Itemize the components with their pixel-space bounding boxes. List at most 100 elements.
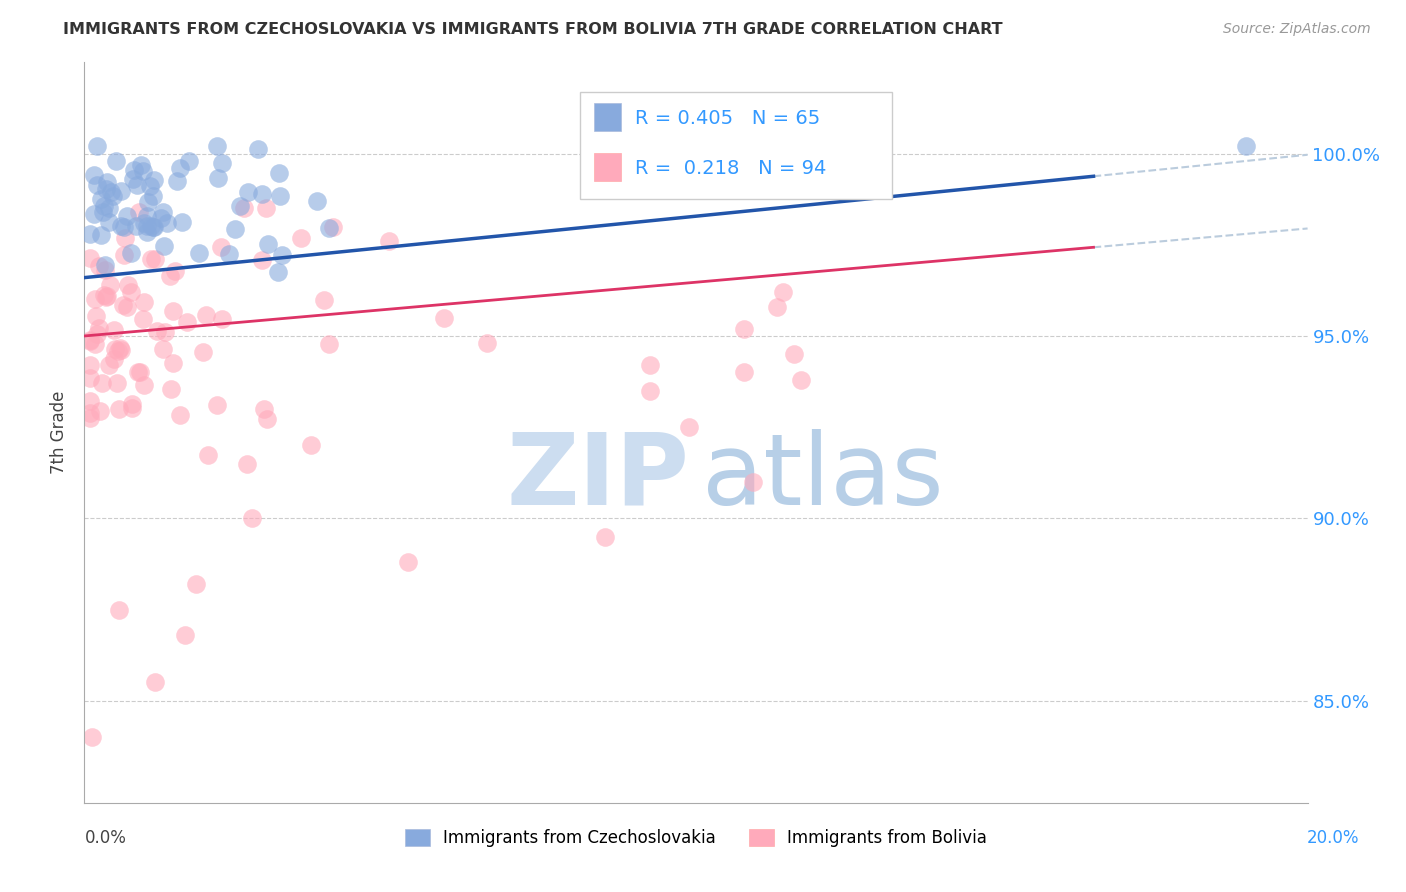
Point	[80, 730, 103, 744]
Point	[108, 602, 131, 616]
Point	[112, 248, 135, 262]
Point	[83, 168, 105, 182]
Point	[93, 204, 115, 219]
Point	[256, 412, 278, 426]
Point	[132, 295, 155, 310]
Legend: Immigrants from Czechoslovakia, Immigrants from Bolivia: Immigrants from Czechoslovakia, Immigran…	[398, 822, 994, 854]
Point	[104, 343, 127, 357]
Point	[110, 341, 132, 355]
Point	[90, 192, 112, 206]
Point	[90, 228, 112, 243]
Text: atlas: atlas	[702, 428, 943, 525]
Point	[142, 219, 165, 234]
Point	[166, 174, 188, 188]
Point	[169, 408, 191, 422]
Point	[593, 530, 616, 544]
Point	[84, 292, 107, 306]
Point	[107, 401, 129, 416]
Point	[783, 347, 806, 361]
Point	[475, 336, 498, 351]
Point	[79, 251, 101, 265]
Point	[86, 326, 108, 341]
Point	[79, 407, 101, 421]
Point	[152, 204, 174, 219]
Point	[247, 142, 270, 156]
Point	[111, 298, 134, 312]
Point	[120, 246, 142, 260]
Point	[270, 248, 292, 262]
Point	[638, 358, 661, 372]
Point	[267, 166, 290, 180]
Point	[218, 247, 240, 261]
Point	[266, 265, 288, 279]
Point	[229, 199, 252, 213]
Point	[235, 457, 257, 471]
Point	[117, 278, 139, 293]
Point	[79, 394, 101, 409]
Text: R = 0.405   N = 65: R = 0.405 N = 65	[636, 109, 820, 128]
Point	[156, 216, 179, 230]
Point	[139, 252, 162, 266]
Text: IMMIGRANTS FROM CZECHOSLOVAKIA VS IMMIGRANTS FROM BOLIVIA 7TH GRADE CORRELATION : IMMIGRANTS FROM CZECHOSLOVAKIA VS IMMIGR…	[63, 22, 1002, 37]
FancyBboxPatch shape	[579, 92, 891, 200]
Point	[299, 438, 322, 452]
Point	[79, 411, 101, 425]
Point	[129, 365, 152, 379]
Point	[86, 139, 108, 153]
Point	[318, 220, 340, 235]
Point	[152, 342, 174, 356]
Point	[100, 185, 122, 199]
Point	[207, 171, 229, 186]
Point	[127, 364, 149, 378]
Text: Source: ZipAtlas.com: Source: ZipAtlas.com	[1223, 22, 1371, 37]
Point	[121, 397, 143, 411]
Point	[233, 202, 256, 216]
Point	[105, 154, 128, 169]
Point	[96, 182, 118, 196]
Y-axis label: 7th Grade: 7th Grade	[51, 391, 69, 475]
Point	[143, 675, 166, 690]
Point	[252, 186, 274, 201]
Point	[98, 278, 121, 293]
Point	[224, 222, 246, 236]
Point	[134, 216, 156, 230]
Point	[169, 161, 191, 176]
Point	[136, 225, 159, 239]
Point	[131, 312, 153, 326]
Point	[84, 337, 107, 351]
Point	[141, 219, 163, 233]
FancyBboxPatch shape	[595, 153, 621, 181]
Point	[86, 178, 108, 192]
Point	[194, 308, 217, 322]
Point	[254, 202, 277, 216]
Text: 20.0%: 20.0%	[1306, 829, 1360, 847]
Point	[162, 356, 184, 370]
Point	[238, 185, 260, 199]
Point	[312, 293, 335, 307]
Point	[396, 555, 419, 569]
Point	[79, 371, 101, 385]
Point	[253, 401, 276, 416]
Point	[318, 336, 340, 351]
Point	[98, 215, 121, 229]
Point	[110, 343, 132, 357]
Point	[101, 189, 124, 203]
Point	[1236, 139, 1258, 153]
Point	[207, 398, 229, 412]
Point	[114, 231, 136, 245]
Point	[242, 511, 264, 525]
Point	[143, 252, 166, 267]
Point	[205, 139, 228, 153]
Point	[150, 211, 173, 225]
Text: R =  0.218   N = 94: R = 0.218 N = 94	[636, 159, 827, 178]
Point	[142, 219, 165, 234]
Point	[766, 300, 789, 314]
Point	[132, 378, 155, 392]
Point	[94, 258, 117, 272]
Point	[110, 185, 132, 199]
Point	[307, 194, 329, 209]
Point	[742, 475, 765, 489]
Point	[103, 351, 125, 366]
Point	[89, 321, 111, 335]
Point	[112, 220, 135, 235]
